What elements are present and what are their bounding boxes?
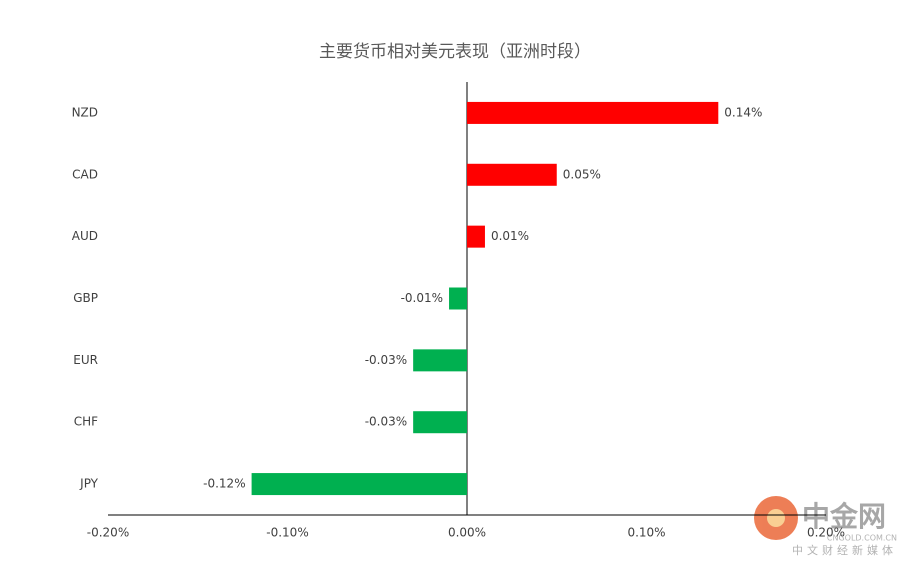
y-tick-label: NZD [72, 105, 98, 119]
x-tick-label: 0.20% [807, 526, 845, 540]
y-tick-label: JPY [79, 477, 99, 491]
watermark-name: 中金网 [802, 500, 886, 533]
watermark: 中金网 CNGOLD.COM.CN 中文财经新媒体 [754, 496, 897, 557]
bar [467, 163, 557, 186]
x-tick-label: 0.00% [448, 526, 486, 540]
y-tick-label: EUR [73, 353, 98, 367]
value-label: 0.14% [724, 105, 762, 119]
bar [413, 349, 467, 372]
value-label: 0.01% [491, 229, 529, 243]
value-label: -0.01% [401, 291, 443, 305]
watermark-url: CNGOLD.COM.CN [827, 534, 897, 543]
y-tick-label: AUD [72, 229, 98, 243]
x-tick-label: -0.20% [87, 526, 129, 540]
chart-title: 主要货币相对美元表现（亚洲时段） [319, 42, 591, 62]
value-label: -0.03% [365, 353, 407, 367]
x-tick-label: -0.10% [266, 526, 308, 540]
x-tick-label: 0.10% [627, 526, 665, 540]
watermark-logo-inner [767, 509, 785, 527]
bar [251, 473, 467, 496]
y-tick-label: CHF [74, 415, 98, 429]
y-tick-label: CAD [72, 167, 98, 181]
value-label: 0.05% [563, 167, 601, 181]
bar [467, 101, 719, 124]
bar [467, 225, 485, 248]
bar [413, 411, 467, 434]
y-tick-label: GBP [73, 291, 98, 305]
value-label: -0.03% [365, 415, 407, 429]
watermark-slogan: 中文财经新媒体 [792, 543, 897, 557]
bar [449, 287, 467, 310]
value-label: -0.12% [203, 477, 245, 491]
